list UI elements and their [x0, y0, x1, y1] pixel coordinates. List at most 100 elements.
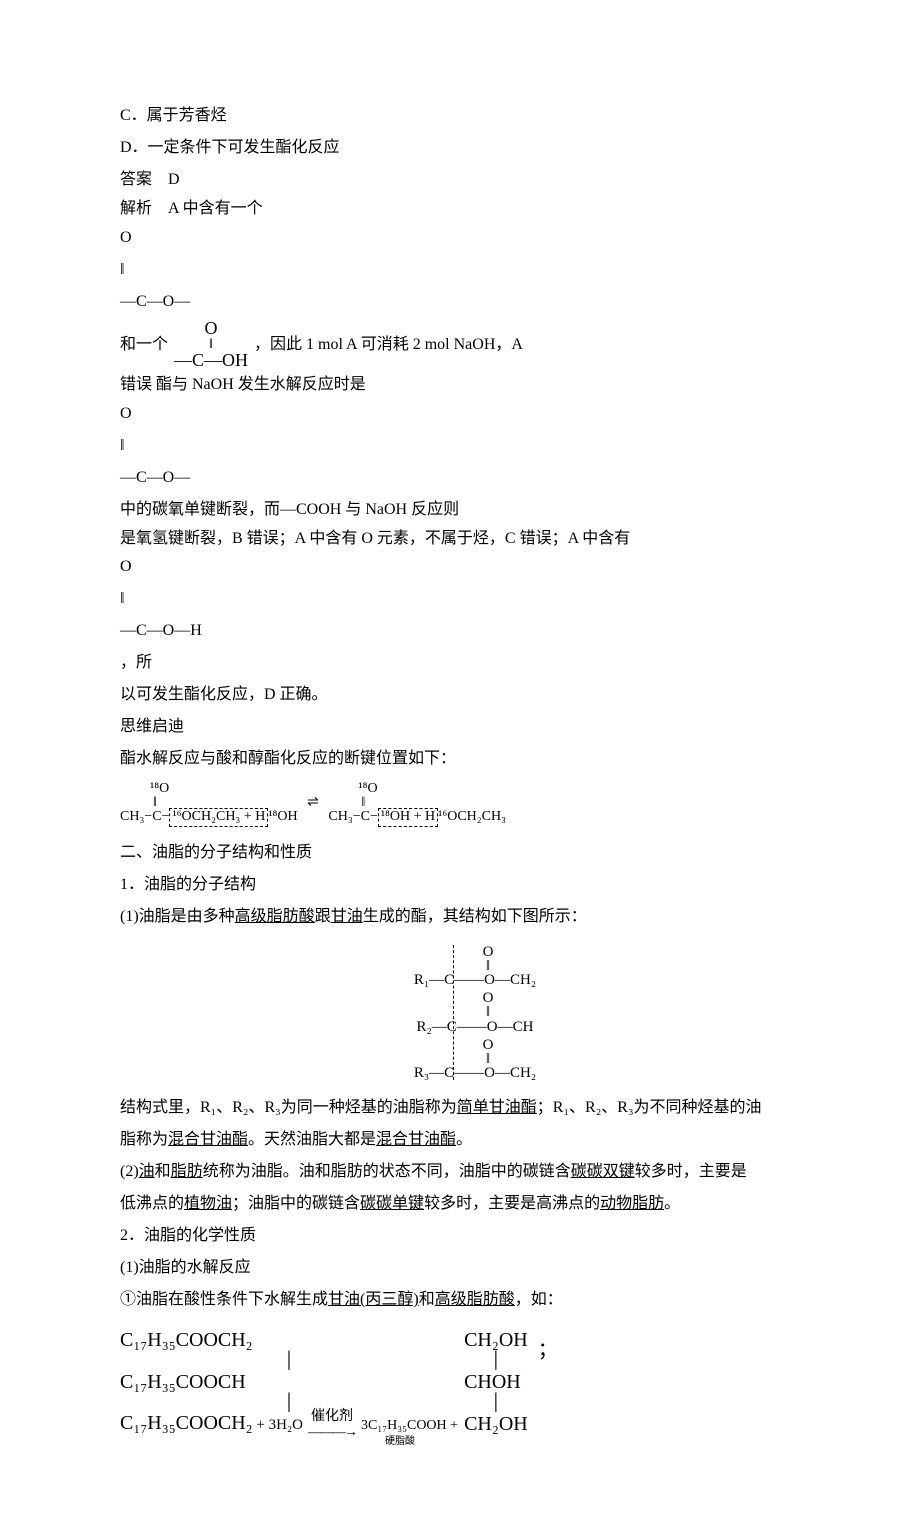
section-2-1-1: (1)油脂是由多种高级脂肪酸跟甘油生成的酯，其结构如下图所示：: [120, 901, 800, 933]
inspire-title: 思维启迪: [120, 711, 800, 743]
catalyst-label: 催化剂: [311, 1409, 353, 1424]
explain-l2-pre: 错误 酯与 NaOH 发生水解反应时是: [120, 376, 366, 393]
iso-left-top: ¹⁸O: [120, 781, 298, 798]
explain-l3-pre: 是氧氢键断裂，B 错误；A 中含有 O 元素，不属于烃，C 错误；A 中含有: [120, 530, 630, 547]
tri-o: O: [375, 989, 575, 1007]
iso-right: CH₃−C−: [328, 809, 377, 824]
frag-bot: —C—OH: [174, 350, 248, 372]
dbl-bond-icon: ‖: [120, 798, 298, 808]
frag-bot: —C—O—: [120, 462, 800, 494]
ester-2: C₁₇H₃₅COOCH: [120, 1366, 458, 1398]
dbl-bond-icon: ‖: [174, 339, 248, 350]
frag-o: O: [120, 398, 800, 430]
frag-o: O: [174, 318, 248, 340]
frag-o: O: [120, 222, 800, 254]
section-2-1: 1．油脂的分子结构: [120, 869, 800, 901]
txt: 。天然油脂大都是: [248, 1131, 376, 1148]
txt: 和: [419, 1291, 435, 1308]
frag-o: O: [120, 551, 800, 583]
hydrolysis-equation: C₁₇H₃₅COOCH₂ │ C₁₇H₃₅COOCH │ C₁₇H₃₅COOCH…: [120, 1324, 800, 1440]
txt: 统称为油脂。油和脂肪的状态不同，油脂中的碳链含: [203, 1163, 571, 1180]
isotope-equation: ¹⁸O ‖ CH₃−C−¹⁶OCH₂CH₃ + H¹⁸OH ⇌ ¹⁸O ‖ CH…: [120, 781, 800, 826]
iso-left: CH₃−C−: [120, 809, 169, 824]
tiny-label: 硬脂酸: [385, 1434, 415, 1450]
u-vegoil: 植物油: [184, 1195, 232, 1212]
u-mixed: 混合甘油酯: [168, 1131, 248, 1148]
triglyceride-structure: O ‖ R₁—C——O—CH₂ O ‖ R₂—C——O—CH O ‖ R₃—C—…: [345, 943, 575, 1083]
u-simple: 简单甘油酯: [457, 1099, 537, 1116]
bond-icon: │: [120, 1398, 458, 1408]
iso-right-box: ¹⁸OH + H: [378, 808, 438, 827]
explain-mid1: 和一个: [120, 335, 168, 352]
dbl-bond-icon: ‖: [375, 1007, 575, 1018]
txt: ，如：: [515, 1291, 563, 1308]
explain-l2-post: 中的碳氧单键断裂，而—COOH 与 NaOH 反应则: [120, 501, 459, 518]
iso-right-tail: ¹⁶OCH₂CH₃: [438, 809, 506, 824]
plus-water: + 3H₂O: [253, 1417, 303, 1433]
txt: ；油脂中的碳链含: [232, 1195, 360, 1212]
triester-column: C₁₇H₃₅COOCH₂ │ C₁₇H₃₅COOCH │ C₁₇H₃₅COOCH…: [120, 1324, 458, 1440]
txt: 跟: [315, 908, 331, 925]
u-fattyacid2: 高级脂肪酸: [435, 1291, 515, 1308]
u-oil: 油: [139, 1163, 155, 1180]
tri-r1: R₁—C——O—CH₂: [375, 971, 575, 989]
gly-1: CH₂OH: [464, 1324, 528, 1356]
option-d: D．一定条件下可发生酯化反应: [120, 132, 800, 164]
dbl-bond-icon: ‖: [120, 254, 800, 286]
section-2-1-2b: 低沸点的植物油；油脂中的碳链含碳碳单键较多时，主要是高沸点的动物脂肪。: [120, 1188, 800, 1220]
frag-bot: —C—O—: [120, 286, 800, 318]
txt: 结构式里，R₁、R₂、R₃为同一种烃基的油脂称为: [120, 1099, 457, 1116]
frag-bot: —C—O—H: [120, 615, 800, 647]
ester-3: C₁₇H₃₅COOCH₂: [120, 1412, 253, 1434]
u-glycerol: 甘油: [331, 908, 363, 925]
dbl-bond-icon: ‖: [120, 430, 800, 462]
explain-line-3: 是氧氢键断裂，B 错误；A 中含有 O 元素，不属于烃，C 错误；A 中含有: [120, 526, 800, 552]
explain-line-2: 错误 酯与 NaOH 发生水解反应时是: [120, 372, 800, 398]
u-glycerol2: 甘油(丙三醇): [328, 1291, 419, 1308]
txt: 较多时，主要是高沸点的: [424, 1195, 600, 1212]
dbl-bond-icon: ‖: [120, 583, 800, 615]
dashed-vline-icon: [453, 945, 454, 1081]
u-ccsingle: 碳碳单键: [360, 1195, 424, 1212]
bond-icon: │: [464, 1356, 528, 1366]
txt: ；R₁、R₂、R₃为不同种烃基的油: [537, 1099, 762, 1116]
u-fatty-acid: 高级脂肪酸: [235, 908, 315, 925]
tri-o: O: [375, 1036, 575, 1054]
dbl-bond-icon: ‖: [375, 1054, 575, 1065]
txt: 低沸点的: [120, 1195, 184, 1212]
txt: 脂称为: [120, 1131, 168, 1148]
txt: 较多时，主要是: [635, 1163, 747, 1180]
txt: (2): [120, 1163, 139, 1180]
arrow-icon: ———→: [308, 1425, 356, 1440]
glycerol-column: CH₂OH │ CHOH │ CH₂OH: [464, 1324, 528, 1439]
acid-formula: 3C₁₇H₃₅COOH +: [361, 1418, 458, 1433]
semicolon: ；: [538, 1324, 558, 1370]
u-ccdbl: 碳碳双键: [571, 1163, 635, 1180]
iso-left-box: ¹⁶OCH₂CH₃ + H: [169, 808, 268, 827]
section-2-title: 二、油脂的分子结构和性质: [120, 837, 800, 869]
explain-prefix: 解析 A 中含有一个: [120, 200, 263, 217]
product-acid: 3C₁₇H₃₅COOH + 硬脂酸: [361, 1418, 458, 1433]
explain-l3-post: ，所: [120, 654, 152, 671]
reaction-arrow: 催化剂 ———→: [308, 1409, 356, 1440]
struct-desc-line1: 结构式里，R₁、R₂、R₃为同一种烃基的油脂称为简单甘油酯；R₁、R₂、R₃为不…: [120, 1092, 800, 1124]
section-2-2: 2．油脂的化学性质: [120, 1220, 800, 1252]
txt: 。: [456, 1131, 472, 1148]
explain-line-4: 以可发生酯化反应，D 正确。: [120, 679, 800, 711]
txt: ①油脂在酸性条件下水解生成: [120, 1291, 328, 1308]
u-fat: 脂肪: [171, 1163, 203, 1180]
option-c: C．属于芳香烃: [120, 100, 800, 132]
section-2-1-2a: (2)油和脂肪统称为油脂。油和脂肪的状态不同，油脂中的碳链含碳碳双键较多时，主要…: [120, 1156, 800, 1188]
answer: 答案 D: [120, 164, 800, 196]
tri-o: O: [375, 943, 575, 961]
struct-desc-line2: 脂称为混合甘油酯。天然油脂大都是混合甘油酯。: [120, 1124, 800, 1156]
section-2-2-1: (1)油脂的水解反应: [120, 1252, 800, 1284]
iso-left-tail: ¹⁸OH: [268, 809, 297, 824]
ester-1: C₁₇H₃₅COOCH₂: [120, 1324, 458, 1356]
gly-3: CH₂OH: [464, 1408, 528, 1440]
section-2-2-1-1: ①油脂在酸性条件下水解生成甘油(丙三醇)和高级脂肪酸，如：: [120, 1284, 800, 1316]
bond-icon: │: [464, 1398, 528, 1408]
u-animalfat: 动物脂肪: [600, 1195, 664, 1212]
dbl-bond-icon: ‖: [375, 961, 575, 972]
txt: 。: [664, 1195, 680, 1212]
